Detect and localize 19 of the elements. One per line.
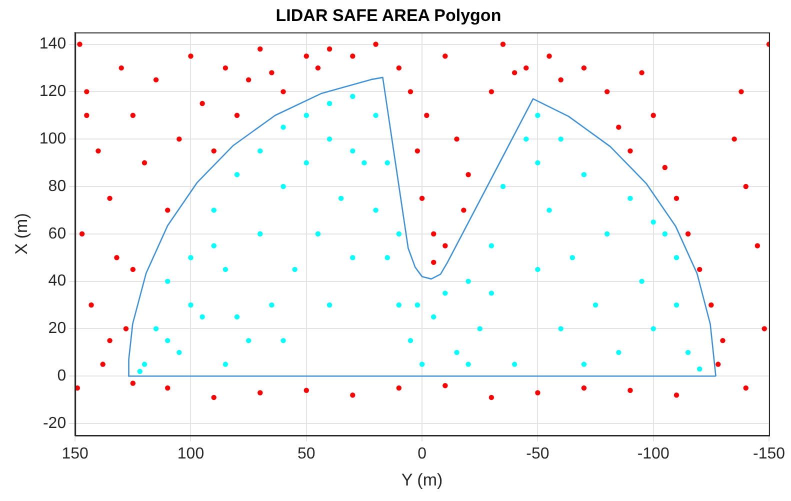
y-tick-label: 40 [48, 272, 66, 290]
x-tick-label: 100 [177, 445, 204, 462]
x-tick-label: -150 [752, 445, 786, 462]
y-tick-label: 20 [48, 320, 66, 338]
y-tick-label: 80 [48, 178, 66, 195]
y-tick-label: 120 [39, 83, 66, 100]
y-tick-label: 140 [39, 36, 66, 53]
y-tick-label: 100 [39, 130, 66, 148]
x-tick-label: -100 [637, 445, 670, 462]
y-axis-title: X (m) [12, 213, 31, 255]
x-tick-label: 50 [298, 445, 316, 462]
x-tick-label: 0 [418, 445, 427, 462]
x-tick-label: 150 [62, 445, 89, 462]
chart-title: LIDAR SAFE AREA Polygon [276, 6, 502, 25]
y-tick-label: 60 [48, 225, 66, 242]
x-axis-title: Y (m) [401, 470, 443, 490]
y-tick-label: 0 [57, 368, 66, 385]
x-tick-label: -50 [526, 445, 550, 462]
y-tick-label: -20 [42, 414, 66, 432]
